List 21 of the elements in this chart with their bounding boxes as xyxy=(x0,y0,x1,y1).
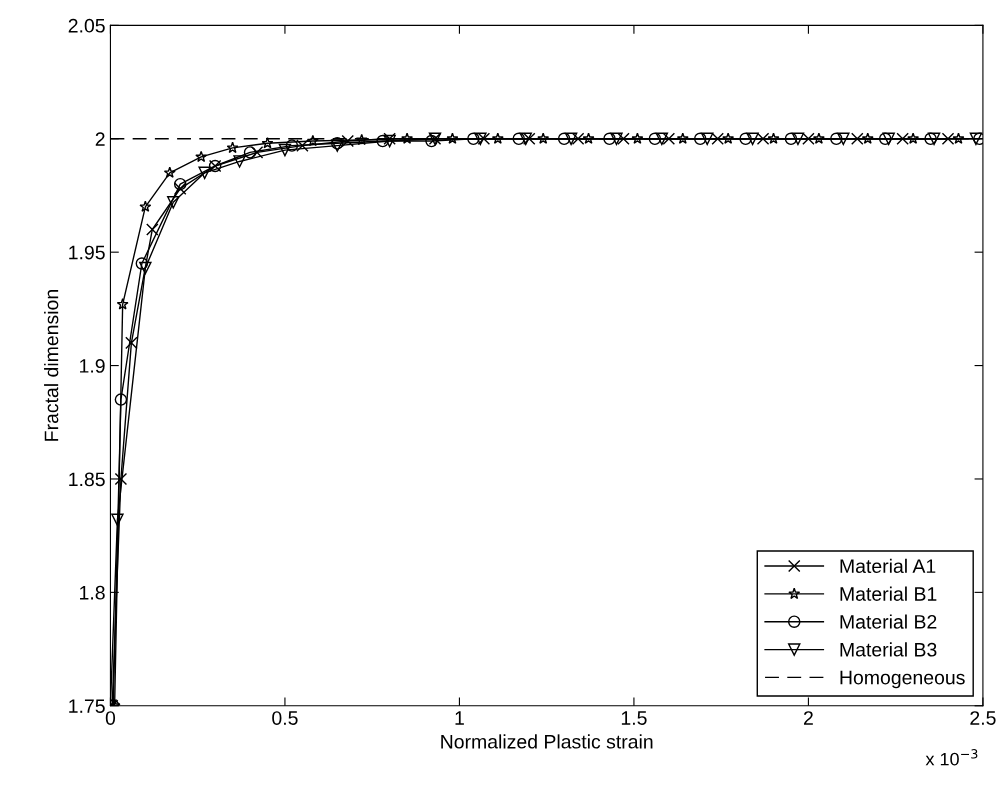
legend-label: Material B1 xyxy=(840,586,937,601)
x-tick-label: 0 xyxy=(105,711,116,725)
x-axis-title: Normalized Plastic strain xyxy=(441,734,653,749)
y-tick-label: 1.8 xyxy=(80,585,105,600)
x-tick-label: 1 xyxy=(455,711,464,725)
legend-label: Material A1 xyxy=(840,558,936,574)
x-tick-label: 2.5 xyxy=(970,711,996,725)
y-tick-label: 1.95 xyxy=(69,245,105,260)
legend-label: Material B2 xyxy=(840,614,937,629)
y-tick-label: 2.05 xyxy=(68,18,105,33)
x-tick-label: 2 xyxy=(803,711,813,725)
x-tick-label: 1.5 xyxy=(621,711,647,725)
y-tick-label: 1.9 xyxy=(80,359,105,373)
legend-label: Material B3 xyxy=(840,642,937,657)
y-tick-label: 2 xyxy=(95,132,105,146)
y-tick-label: 1.85 xyxy=(69,472,105,487)
y-tick-label: 1.75 xyxy=(69,699,105,714)
legend-label: Homogeneous xyxy=(840,670,965,689)
text: x 10$^{−3}$ xyxy=(925,749,978,766)
y-axis-title: Fractal dimension xyxy=(44,290,59,441)
x-tick-label: 0.5 xyxy=(272,711,298,725)
